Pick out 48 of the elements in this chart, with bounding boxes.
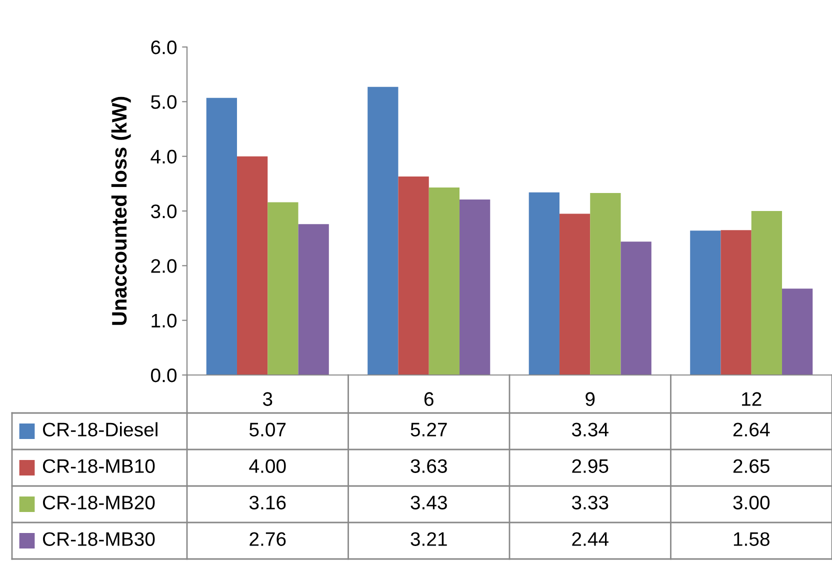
data-label: 3.00 <box>733 496 770 510</box>
data-label: 3.34 <box>572 422 608 436</box>
data-label: 2.44 <box>572 532 608 546</box>
y-tick-label: 2.0 <box>151 259 177 273</box>
bar <box>559 214 590 375</box>
data-label: 2.95 <box>572 459 608 473</box>
y-axis-title: Unaccounted loss (kW) <box>111 96 131 325</box>
bar <box>460 200 490 375</box>
data-label: 4.00 <box>249 459 286 473</box>
data-label: 3.16 <box>249 496 286 510</box>
bar <box>528 192 560 375</box>
legend-label: CR-18-Diesel <box>42 422 158 436</box>
bar <box>428 187 460 375</box>
bar <box>298 224 329 375</box>
data-label: 3.63 <box>410 459 447 473</box>
data-label: 5.07 <box>249 422 286 436</box>
y-tick-label: 0.0 <box>151 368 177 382</box>
bar <box>206 98 237 375</box>
x-tick-label: 9 <box>586 392 595 406</box>
data-label: 3.33 <box>572 496 608 510</box>
bar <box>236 156 268 375</box>
data-label: 2.76 <box>250 532 286 546</box>
bar <box>751 211 782 375</box>
legend-label: CR-18-MB30 <box>42 532 155 546</box>
data-label: 3.43 <box>410 496 447 510</box>
bar <box>690 230 721 375</box>
data-label: 5.27 <box>410 422 447 436</box>
x-tick-label: 6 <box>424 392 434 406</box>
x-tick-label: 3 <box>262 392 272 406</box>
bar <box>590 192 621 375</box>
y-tick-label: 5.0 <box>151 95 177 109</box>
y-tick-label: 3.0 <box>150 204 177 218</box>
y-tick-label: 1.0 <box>152 314 177 328</box>
bar <box>368 86 398 375</box>
bar <box>398 176 429 375</box>
y-tick-label: 4.0 <box>150 150 177 164</box>
bar <box>782 288 813 375</box>
bar <box>268 202 298 375</box>
data-label: 2.64 <box>733 422 770 436</box>
x-tick-label: 12 <box>742 392 762 406</box>
data-label: 1.58 <box>734 532 770 546</box>
y-tick-label: 6.0 <box>151 40 177 54</box>
bar <box>620 242 652 375</box>
data-label: 3.21 <box>410 532 447 546</box>
legend-label: CR-18-MB20 <box>42 496 155 510</box>
bar <box>720 230 752 375</box>
data-label: 2.65 <box>733 459 770 473</box>
legend-label: CR-18-MB10 <box>42 459 155 473</box>
